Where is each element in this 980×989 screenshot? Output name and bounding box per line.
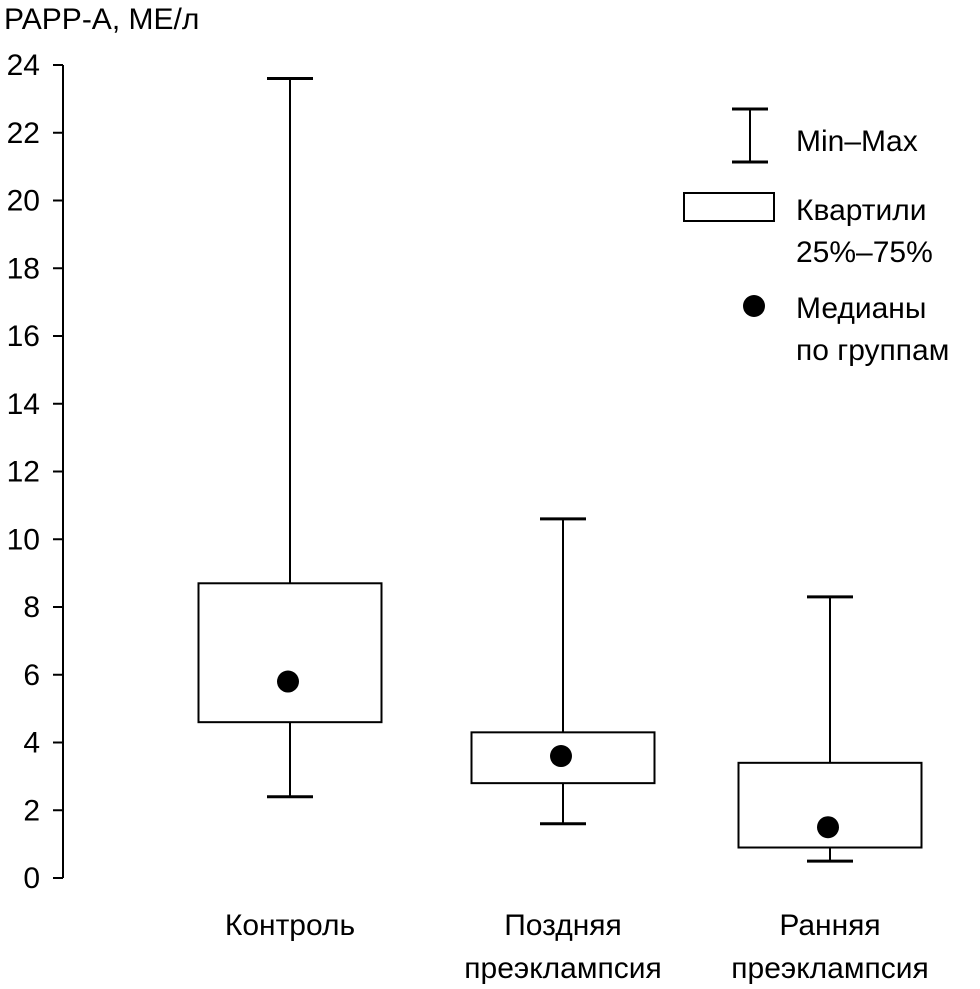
box-group <box>197 77 383 799</box>
category-label: Поздняя преэклампсия <box>464 909 661 985</box>
median-dot <box>550 745 572 768</box>
category-label-line: преэклампсия <box>731 952 928 985</box>
legend-whisker-label: Min–Max <box>796 125 918 158</box>
legend-median-label-line: Медианы <box>796 292 926 325</box>
y-tick-label: 24 <box>7 49 40 82</box>
y-axis-title: PAPP-A, МЕ/л <box>4 3 199 36</box>
legend-box-label-line: Квартили <box>796 194 927 227</box>
y-tick-label: 2 <box>23 794 40 827</box>
legend-box <box>683 192 775 222</box>
category-label-line: Ранняя <box>779 909 880 942</box>
y-tick-label: 8 <box>23 591 40 624</box>
y-tick-label: 18 <box>7 252 40 285</box>
median-dot <box>817 816 839 839</box>
y-tick-label: 4 <box>23 727 40 760</box>
y-tick-label: 20 <box>7 185 40 218</box>
box-group <box>737 595 923 863</box>
legend-median-dot <box>743 295 765 317</box>
legend: Min–Max Квартили 25%–75% Медианы по группам <box>683 107 949 367</box>
category-label-line: Поздняя <box>504 909 622 942</box>
y-tick-label: 12 <box>7 456 40 489</box>
y-tick-label: 10 <box>7 523 40 556</box>
legend-median-label-line: по группам <box>796 334 949 367</box>
category-labels: Контроль Поздняя преэклампсия Ранняя преэкла… <box>225 909 929 985</box>
y-tick-label: 22 <box>7 117 40 150</box>
category-label: Контроль <box>225 909 355 942</box>
y-tick-label: 0 <box>23 862 40 895</box>
box-groups <box>197 77 923 863</box>
legend-box-label-line: 25%–75% <box>796 236 933 269</box>
y-tick-label: 14 <box>7 388 40 421</box>
y-tick-label: 6 <box>23 659 40 692</box>
legend-median-label: Медианы по группам <box>796 292 949 367</box>
category-label-line: преэклампсия <box>464 952 661 985</box>
category-label: Ранняя преэклампсия <box>731 909 928 985</box>
legend-box-label: Квартили 25%–75% <box>796 194 933 269</box>
category-label-line: Контроль <box>225 909 355 942</box>
legend-whisker-label-line: Min–Max <box>796 125 918 158</box>
box-group <box>470 517 656 826</box>
quartile-box <box>197 582 383 724</box>
median-dot <box>277 670 299 693</box>
y-tick-label: 16 <box>7 320 40 353</box>
